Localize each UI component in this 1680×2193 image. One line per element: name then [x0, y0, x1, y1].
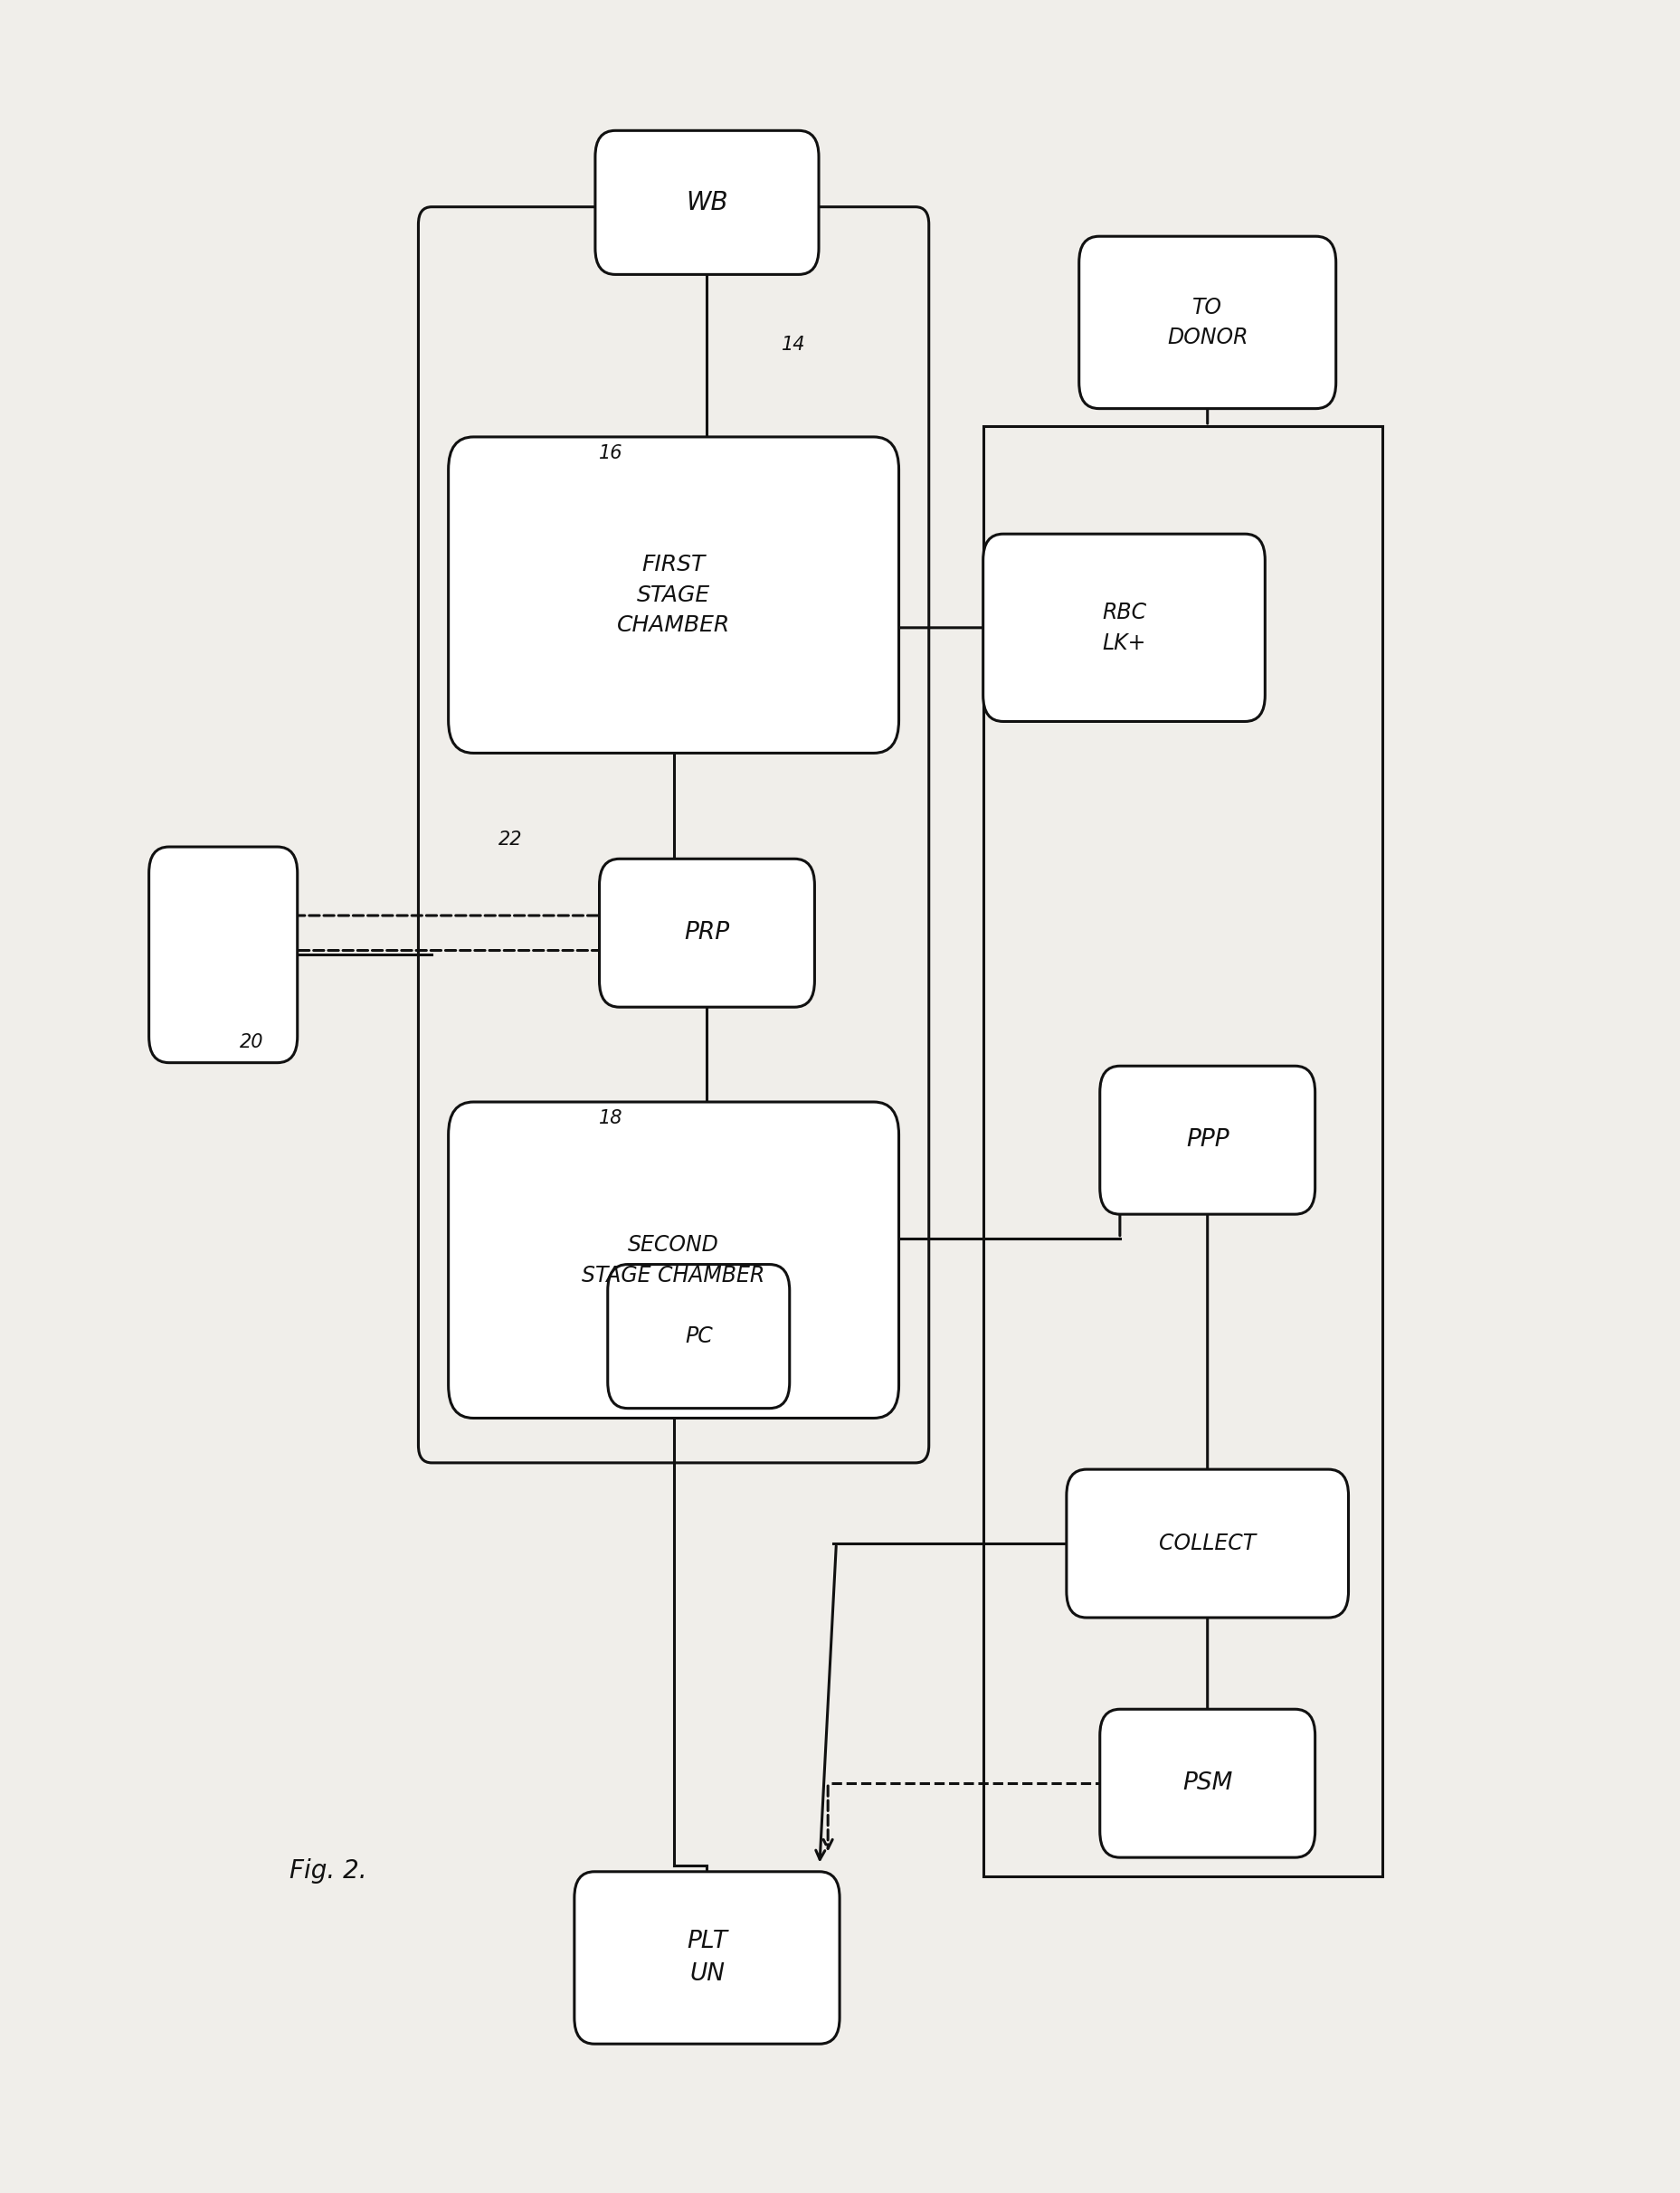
FancyBboxPatch shape	[1099, 1708, 1314, 1857]
Text: Fig. 2.: Fig. 2.	[289, 1857, 368, 1884]
FancyBboxPatch shape	[983, 533, 1265, 721]
Text: PRP: PRP	[684, 921, 729, 945]
Text: PLT
UN: PLT UN	[685, 1930, 727, 1987]
Text: PSM: PSM	[1181, 1772, 1231, 1796]
Text: PC: PC	[684, 1325, 712, 1347]
FancyBboxPatch shape	[449, 436, 899, 752]
FancyBboxPatch shape	[150, 846, 297, 1064]
FancyBboxPatch shape	[595, 132, 818, 274]
FancyBboxPatch shape	[600, 860, 815, 1007]
Text: 18: 18	[598, 1110, 622, 1127]
FancyBboxPatch shape	[575, 1871, 840, 2044]
Text: 20: 20	[240, 1033, 264, 1050]
FancyBboxPatch shape	[1065, 1469, 1347, 1618]
Text: WB: WB	[685, 191, 727, 215]
Text: PPP: PPP	[1186, 1129, 1228, 1151]
Text: 22: 22	[499, 831, 522, 849]
FancyBboxPatch shape	[1099, 1066, 1314, 1215]
FancyBboxPatch shape	[449, 1101, 899, 1419]
Text: RBC
LK+: RBC LK+	[1102, 601, 1146, 654]
Text: 16: 16	[598, 445, 622, 463]
Text: SECOND
STAGE CHAMBER: SECOND STAGE CHAMBER	[581, 1235, 764, 1285]
Text: 14: 14	[781, 336, 806, 353]
Text: COLLECT: COLLECT	[1159, 1533, 1255, 1555]
Bar	[983, 425, 1383, 1875]
FancyBboxPatch shape	[1079, 237, 1336, 408]
FancyBboxPatch shape	[608, 1265, 790, 1408]
Text: FIRST
STAGE
CHAMBER: FIRST STAGE CHAMBER	[617, 555, 729, 636]
Text: TO
DONOR: TO DONOR	[1166, 296, 1247, 349]
